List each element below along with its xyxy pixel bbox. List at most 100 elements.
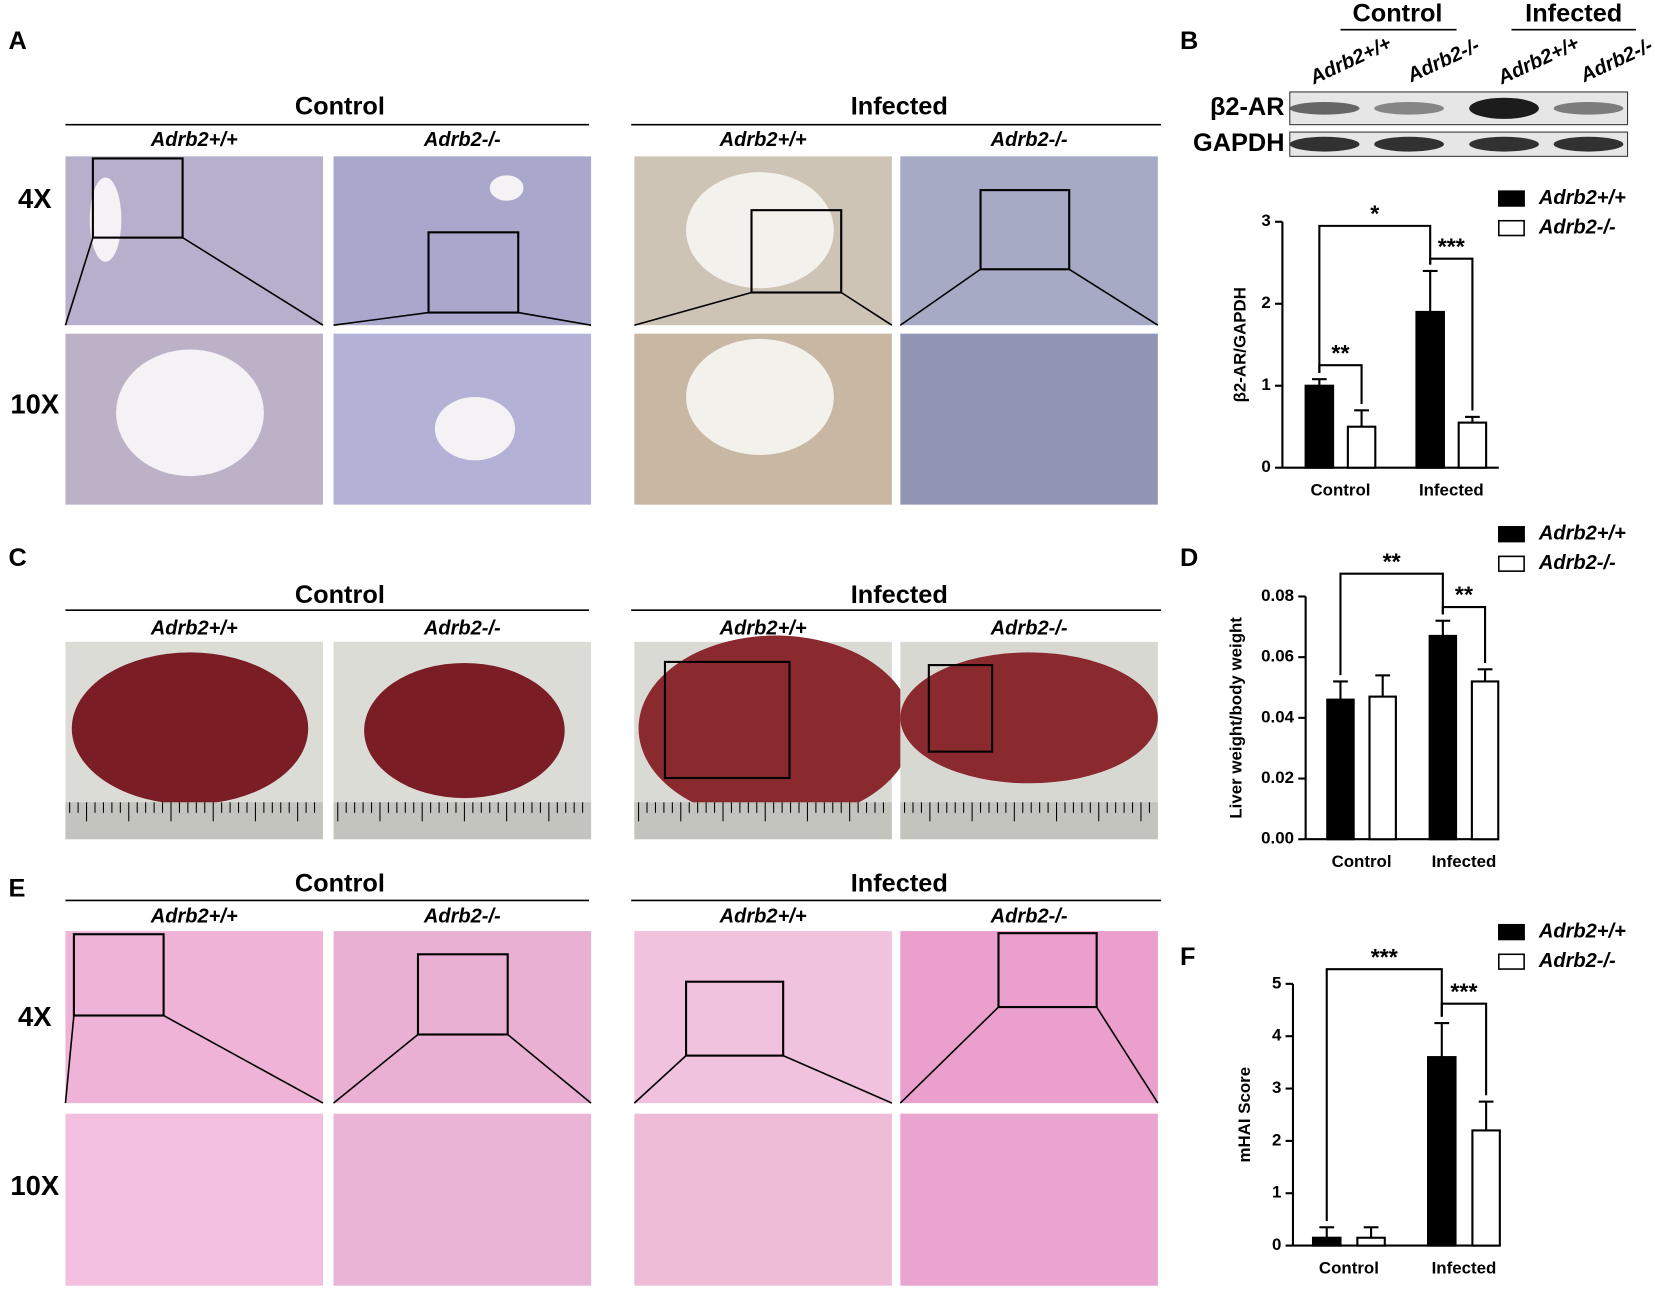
micrograph bbox=[900, 156, 1158, 326]
significance-bracket bbox=[1440, 1002, 1488, 1096]
significance-label: ** bbox=[1383, 548, 1402, 574]
zoom-line bbox=[899, 268, 981, 326]
zoom-line bbox=[782, 1054, 893, 1104]
y-tick-label: 0.08 bbox=[1261, 586, 1294, 605]
bar bbox=[1428, 634, 1458, 841]
bar bbox=[1311, 1236, 1342, 1247]
micrograph bbox=[900, 931, 1158, 1104]
ruler bbox=[900, 802, 1158, 840]
panel-letter: B bbox=[1180, 27, 1198, 55]
bar bbox=[1346, 425, 1377, 469]
zoom-line bbox=[163, 1014, 324, 1104]
micrograph bbox=[900, 1113, 1158, 1286]
genotype-label: Adrb2+/+ bbox=[719, 617, 807, 639]
band bbox=[1289, 101, 1360, 115]
micrograph bbox=[333, 931, 592, 1104]
group-heading: Control bbox=[295, 92, 385, 120]
zoom-box bbox=[750, 209, 843, 294]
liver bbox=[364, 662, 565, 799]
zoom-line bbox=[182, 236, 324, 326]
legend-swatch bbox=[1497, 555, 1525, 572]
x-tick-label: Control bbox=[1319, 1258, 1379, 1277]
significance-bracket bbox=[1441, 606, 1487, 663]
bar bbox=[1326, 698, 1355, 841]
x-tick-label: Infected bbox=[1432, 1258, 1497, 1277]
magnification: 4X bbox=[18, 1001, 52, 1032]
zoom-line bbox=[633, 1055, 687, 1104]
y-tick-label: 3 bbox=[1261, 211, 1270, 230]
vessel bbox=[434, 396, 516, 461]
zoom-line bbox=[1095, 1006, 1159, 1104]
zoom-line bbox=[333, 1033, 419, 1104]
significance-bracket bbox=[1318, 364, 1363, 404]
y-tick-label: 2 bbox=[1261, 293, 1270, 312]
y-tick-label: 0.06 bbox=[1261, 647, 1294, 666]
zoom-box bbox=[685, 980, 785, 1057]
bar bbox=[1470, 680, 1500, 841]
significance-label: *** bbox=[1438, 233, 1466, 259]
genotype-label: Adrb2-/- bbox=[990, 617, 1068, 639]
significance-label: ** bbox=[1331, 340, 1350, 366]
bar bbox=[1427, 1056, 1457, 1247]
y-tick-label: 0.04 bbox=[1261, 707, 1294, 726]
zoom-line bbox=[1068, 268, 1159, 326]
magnification: 4X bbox=[18, 183, 52, 214]
y-axis-label: β2-AR/GAPDH bbox=[1231, 287, 1250, 402]
significance-label: ** bbox=[1455, 582, 1474, 608]
x-tick-label: Infected bbox=[1419, 480, 1484, 499]
legend-label: Adrb2+/+ bbox=[1538, 920, 1626, 942]
significance-label: *** bbox=[1371, 944, 1399, 970]
band bbox=[1553, 101, 1624, 115]
vessel bbox=[489, 175, 524, 201]
bar bbox=[1457, 421, 1488, 469]
bar bbox=[1368, 695, 1397, 841]
legend-label: Adrb2-/- bbox=[1538, 552, 1616, 574]
zoom-line bbox=[333, 311, 429, 327]
genotype-label: Adrb2+/+ bbox=[150, 906, 238, 928]
group-heading: Control bbox=[295, 869, 385, 897]
micrograph bbox=[900, 333, 1158, 505]
ruler bbox=[333, 802, 592, 840]
y-tick-label: 2 bbox=[1272, 1130, 1281, 1149]
legend-label: Adrb2+/+ bbox=[1538, 522, 1626, 544]
x-tick-label: Infected bbox=[1432, 852, 1497, 871]
band bbox=[1469, 97, 1539, 119]
band bbox=[1374, 136, 1444, 152]
panel-letter: A bbox=[8, 27, 26, 55]
liver bbox=[71, 652, 309, 805]
zoom-box bbox=[416, 953, 509, 1036]
liver bbox=[900, 652, 1158, 784]
zoom-box bbox=[72, 933, 165, 1017]
micrograph bbox=[333, 156, 592, 326]
significance-bracket bbox=[1339, 572, 1444, 676]
panel-letter: D bbox=[1180, 544, 1198, 572]
y-tick-label: 3 bbox=[1272, 1078, 1281, 1097]
group-heading: Infected bbox=[851, 869, 948, 897]
band bbox=[1469, 136, 1539, 152]
significance-label: * bbox=[1370, 200, 1380, 226]
band-label: GAPDH bbox=[1193, 129, 1284, 157]
micrograph bbox=[65, 1113, 323, 1286]
panel-letter: C bbox=[8, 544, 26, 572]
zoom-box bbox=[663, 660, 791, 780]
zoom-box bbox=[997, 932, 1098, 1009]
micrograph bbox=[634, 1113, 892, 1286]
panel-letter: E bbox=[8, 875, 25, 903]
band bbox=[1553, 136, 1624, 152]
significance-bracket bbox=[1325, 968, 1443, 1221]
zoom-line bbox=[507, 1033, 592, 1104]
significance-bracket bbox=[1318, 224, 1432, 373]
legend-swatch bbox=[1497, 219, 1525, 237]
magnification: 10X bbox=[10, 1170, 60, 1201]
y-tick-label: 4 bbox=[1272, 1026, 1282, 1045]
genotype-label: Adrb2-/- bbox=[423, 129, 501, 151]
group-heading: Control bbox=[295, 581, 385, 609]
y-tick-label: 1 bbox=[1261, 375, 1270, 394]
lane-label: Adrb2-/- bbox=[1576, 34, 1655, 87]
significance-bracket bbox=[1429, 257, 1474, 411]
genotype-label: Adrb2+/+ bbox=[150, 617, 238, 639]
genotype-label: Adrb2-/- bbox=[423, 617, 501, 639]
panel-letter: F bbox=[1180, 943, 1195, 971]
bar bbox=[1356, 1236, 1386, 1247]
